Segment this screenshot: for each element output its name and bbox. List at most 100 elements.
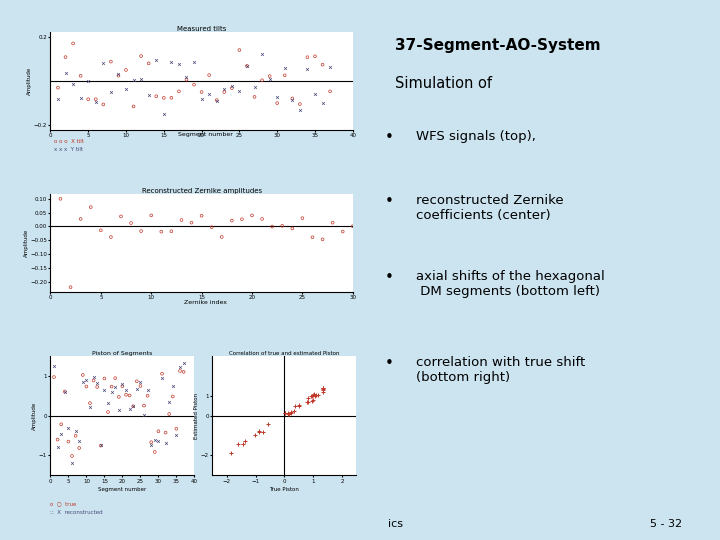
- Point: [145, 438, 157, 447]
- Point: [167, 382, 179, 390]
- Point: [241, 62, 253, 71]
- Point: [302, 397, 314, 406]
- Point: [106, 387, 117, 396]
- Point: [293, 402, 305, 410]
- Point: [279, 409, 291, 417]
- Text: •: •: [384, 194, 394, 210]
- Point: [60, 53, 71, 62]
- Point: [307, 396, 319, 404]
- Point: [153, 427, 164, 436]
- Point: [233, 46, 245, 55]
- Point: [117, 382, 128, 390]
- Y-axis label: Amplitude: Amplitude: [24, 229, 29, 257]
- Point: [55, 420, 67, 429]
- Point: [226, 82, 238, 90]
- Point: [158, 93, 170, 102]
- Point: [318, 388, 329, 396]
- Point: [97, 100, 109, 109]
- Text: x x x  Y tilt: x x x Y tilt: [54, 147, 83, 152]
- Point: [156, 227, 167, 236]
- Point: [131, 377, 143, 386]
- Point: [279, 409, 290, 417]
- Point: [174, 362, 186, 371]
- Point: [163, 410, 175, 418]
- Point: [90, 95, 102, 104]
- Point: [347, 222, 359, 231]
- Point: [166, 227, 177, 235]
- Point: [63, 437, 74, 446]
- Point: [52, 435, 63, 444]
- Point: [83, 95, 94, 104]
- Text: o o o  X tilt: o o o X tilt: [54, 139, 84, 144]
- Text: True Piston: True Piston: [269, 487, 300, 492]
- Point: [307, 396, 318, 405]
- Point: [150, 92, 162, 100]
- Point: [99, 374, 110, 383]
- Point: [156, 369, 168, 378]
- Point: [77, 378, 89, 387]
- Point: [128, 76, 140, 84]
- Point: [317, 60, 328, 69]
- Point: [127, 402, 139, 410]
- Point: [282, 408, 294, 417]
- Point: [81, 382, 92, 391]
- Point: [266, 222, 278, 231]
- Point: [112, 71, 125, 80]
- Point: [324, 87, 336, 96]
- Point: [149, 448, 161, 456]
- Point: [81, 376, 92, 384]
- Point: [142, 386, 153, 395]
- Point: [135, 382, 146, 390]
- Point: [160, 439, 171, 448]
- Point: [88, 373, 99, 381]
- Point: [53, 83, 64, 92]
- Text: Segment number: Segment number: [178, 132, 233, 137]
- Point: [307, 233, 318, 241]
- Point: [178, 368, 189, 376]
- Point: [135, 377, 146, 386]
- Point: [297, 214, 308, 222]
- Point: [84, 399, 96, 408]
- Y-axis label: Estimated Piston: Estimated Piston: [194, 393, 199, 439]
- Point: [264, 75, 275, 84]
- Point: [138, 410, 150, 419]
- Point: [55, 430, 67, 438]
- Point: [310, 52, 321, 60]
- Point: [271, 92, 283, 101]
- Title: Piston of Segments: Piston of Segments: [92, 351, 153, 356]
- Point: [203, 71, 215, 79]
- Point: [149, 435, 161, 444]
- Point: [286, 409, 297, 417]
- Point: [239, 437, 251, 445]
- Point: [173, 87, 184, 96]
- Point: [302, 398, 313, 407]
- Point: [219, 84, 230, 93]
- Point: [105, 87, 117, 96]
- Point: [91, 379, 103, 388]
- Point: [317, 235, 328, 244]
- Text: •: •: [384, 270, 394, 285]
- Point: [189, 80, 200, 89]
- Point: [52, 442, 63, 451]
- Point: [233, 87, 245, 96]
- Point: [203, 90, 215, 99]
- Point: [125, 219, 137, 227]
- Title: Correlation of true and estimated Piston: Correlation of true and estimated Piston: [229, 351, 340, 356]
- Point: [128, 102, 140, 111]
- Point: [186, 218, 197, 227]
- Point: [318, 383, 329, 392]
- Point: [88, 376, 99, 385]
- Point: [113, 393, 125, 401]
- Point: [216, 233, 228, 241]
- Point: [124, 391, 135, 400]
- Point: [256, 76, 268, 85]
- Point: [219, 87, 230, 96]
- Point: [287, 94, 298, 103]
- Point: [176, 216, 187, 225]
- Point: [264, 72, 275, 80]
- Point: [317, 98, 328, 107]
- Point: [256, 50, 268, 59]
- Point: [271, 99, 283, 107]
- Point: [117, 380, 128, 388]
- Point: [253, 427, 265, 436]
